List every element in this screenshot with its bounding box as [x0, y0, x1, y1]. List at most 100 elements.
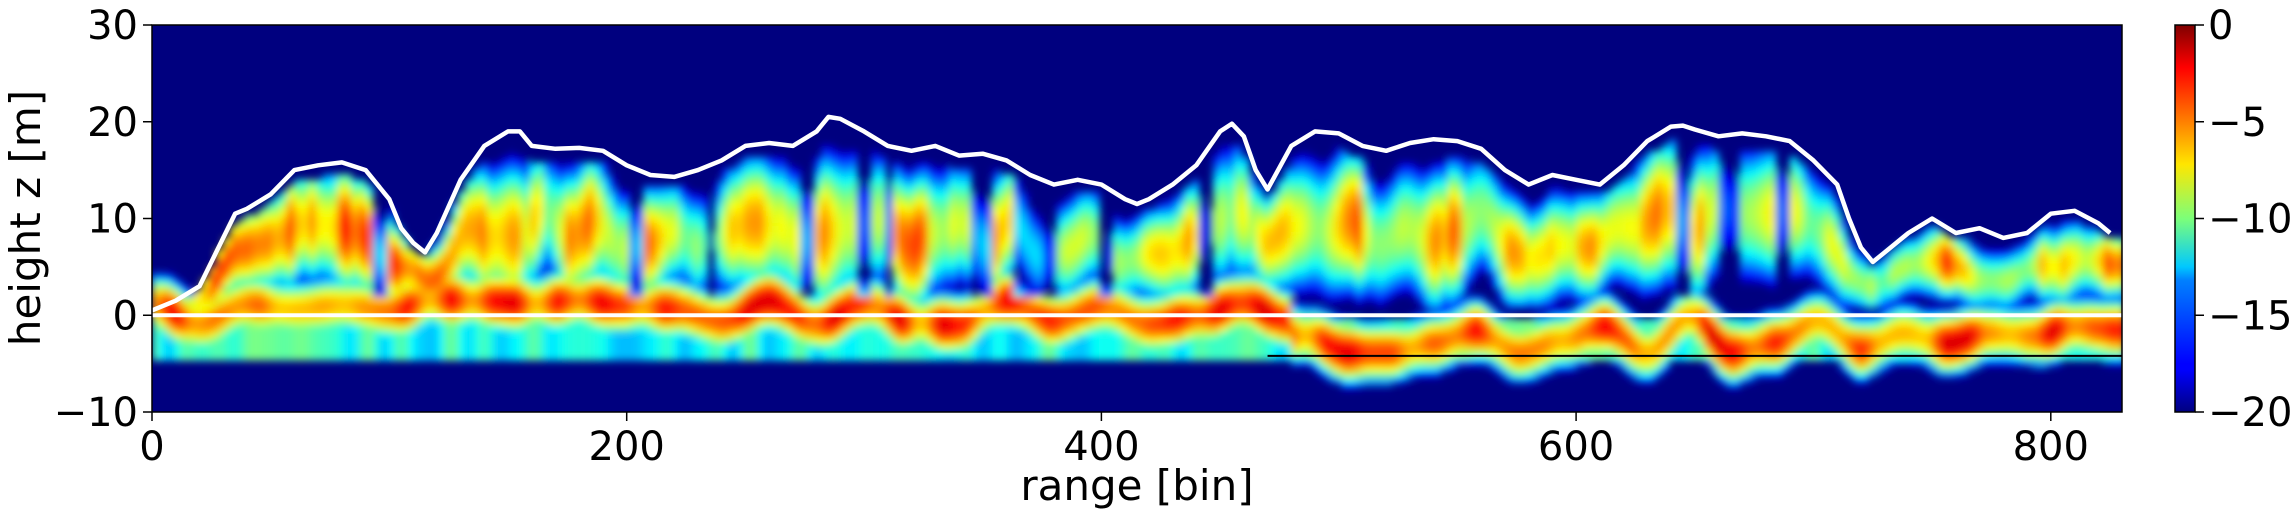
heatmap-cell	[1269, 353, 1278, 361]
heatmap-cell	[714, 295, 723, 303]
heatmap-cell	[1056, 243, 1065, 251]
heatmap-cell	[1049, 266, 1058, 274]
heatmap-cell	[614, 353, 623, 361]
heatmap-cell	[977, 348, 986, 355]
heatmap-cell	[493, 342, 502, 349]
heatmap-cell	[1163, 255, 1172, 262]
heatmap-cell	[828, 336, 837, 344]
heatmap-cell	[735, 261, 744, 268]
heatmap-cell	[1334, 191, 1342, 199]
heatmap-cell	[977, 261, 986, 268]
heatmap-cell	[429, 243, 438, 251]
heatmap-cell	[664, 220, 673, 228]
heatmap-cell	[1284, 336, 1293, 344]
heatmap-cell	[379, 353, 388, 361]
heatmap-cell	[842, 156, 851, 164]
heatmap-cell	[735, 301, 744, 309]
heatmap-cell	[1269, 278, 1278, 286]
heatmap-cell	[1348, 336, 1357, 344]
heatmap-cell	[486, 237, 495, 245]
heatmap-cell	[1141, 342, 1150, 349]
heatmap-cell	[607, 243, 616, 251]
heatmap-cell	[579, 197, 588, 204]
heatmap-cell	[714, 237, 723, 245]
heatmap-cell	[778, 173, 787, 181]
heatmap-cell	[579, 179, 588, 187]
heatmap-cell	[1298, 237, 1307, 245]
heatmap-cell	[1312, 220, 1321, 228]
heatmap-cell	[500, 307, 509, 315]
heatmap-cell	[935, 168, 944, 175]
heatmap-cell	[714, 319, 723, 326]
heatmap-cell	[864, 353, 872, 361]
heatmap-cell	[572, 278, 581, 286]
heatmap-cell	[743, 156, 751, 164]
heatmap-cell	[1148, 226, 1157, 233]
heatmap-cell	[1084, 266, 1093, 274]
heatmap-cell	[1049, 237, 1058, 245]
heatmap-cell	[1348, 162, 1357, 169]
heatmap-cell	[216, 266, 225, 274]
heatmap-cell	[614, 284, 623, 291]
heatmap-cell	[1163, 232, 1172, 239]
heatmap-cell	[237, 336, 246, 344]
heatmap-cell	[486, 290, 495, 297]
heatmap-cell	[258, 278, 267, 286]
heatmap-cell	[1277, 232, 1285, 239]
heatmap-cell	[785, 162, 794, 169]
heatmap-cell	[1348, 266, 1357, 274]
heatmap-cell	[1106, 255, 1115, 262]
heatmap-cell	[750, 226, 759, 233]
heatmap-cell	[273, 243, 281, 251]
heatmap-cell	[330, 220, 338, 228]
heatmap-cell	[1006, 353, 1015, 361]
heatmap-cell	[1341, 243, 1350, 251]
heatmap-cell	[892, 348, 901, 355]
heatmap-cell	[1319, 295, 1328, 303]
heatmap-cell	[600, 255, 609, 262]
heatmap-cell	[942, 255, 951, 262]
heatmap-cell	[792, 290, 801, 297]
heatmap-cell	[1355, 162, 1364, 169]
heatmap-cell	[835, 295, 844, 303]
heatmap-cell	[1312, 353, 1321, 361]
heatmap-cell	[721, 203, 730, 210]
heatmap-cell	[1063, 336, 1072, 344]
heatmap-cell	[607, 266, 616, 274]
heatmap-cell	[743, 261, 751, 268]
heatmap-cell	[949, 301, 958, 309]
heatmap-cell	[849, 353, 858, 361]
heatmap-cell	[1326, 284, 1335, 291]
heatmap-cell	[351, 249, 360, 257]
heatmap-cell	[508, 226, 516, 233]
heatmap-cell	[415, 284, 424, 291]
heatmap-cell	[1020, 208, 1029, 216]
heatmap-cell	[216, 278, 225, 286]
heatmap-cell	[280, 243, 289, 251]
heatmap-cell	[600, 226, 609, 233]
heatmap-cell	[1056, 232, 1065, 239]
heatmap-cell	[308, 208, 317, 216]
heatmap-cell	[835, 336, 844, 344]
heatmap-cell	[1291, 266, 1300, 274]
heatmap-cell	[1326, 255, 1335, 262]
heatmap-cell	[593, 278, 602, 286]
heatmap-cell	[821, 342, 830, 349]
heatmap-cell	[1091, 237, 1100, 245]
heatmap-cell	[1241, 284, 1250, 291]
heatmap-cell	[600, 272, 609, 280]
heatmap-cell	[1155, 249, 1164, 257]
heatmap-cell	[522, 278, 531, 286]
heatmap-cell	[1191, 220, 1200, 228]
heatmap-cell	[1084, 197, 1093, 204]
heatmap-cell	[1341, 295, 1350, 303]
heatmap-cell	[379, 226, 388, 233]
heatmap-cell	[906, 307, 915, 315]
heatmap-cell	[1220, 330, 1228, 338]
heatmap-cell	[315, 214, 324, 222]
heatmap-cell	[714, 226, 723, 233]
heatmap-cell	[1155, 208, 1164, 216]
heatmap-cell	[714, 255, 723, 262]
heatmap-cell	[557, 255, 566, 262]
heatmap-cell	[486, 261, 495, 268]
